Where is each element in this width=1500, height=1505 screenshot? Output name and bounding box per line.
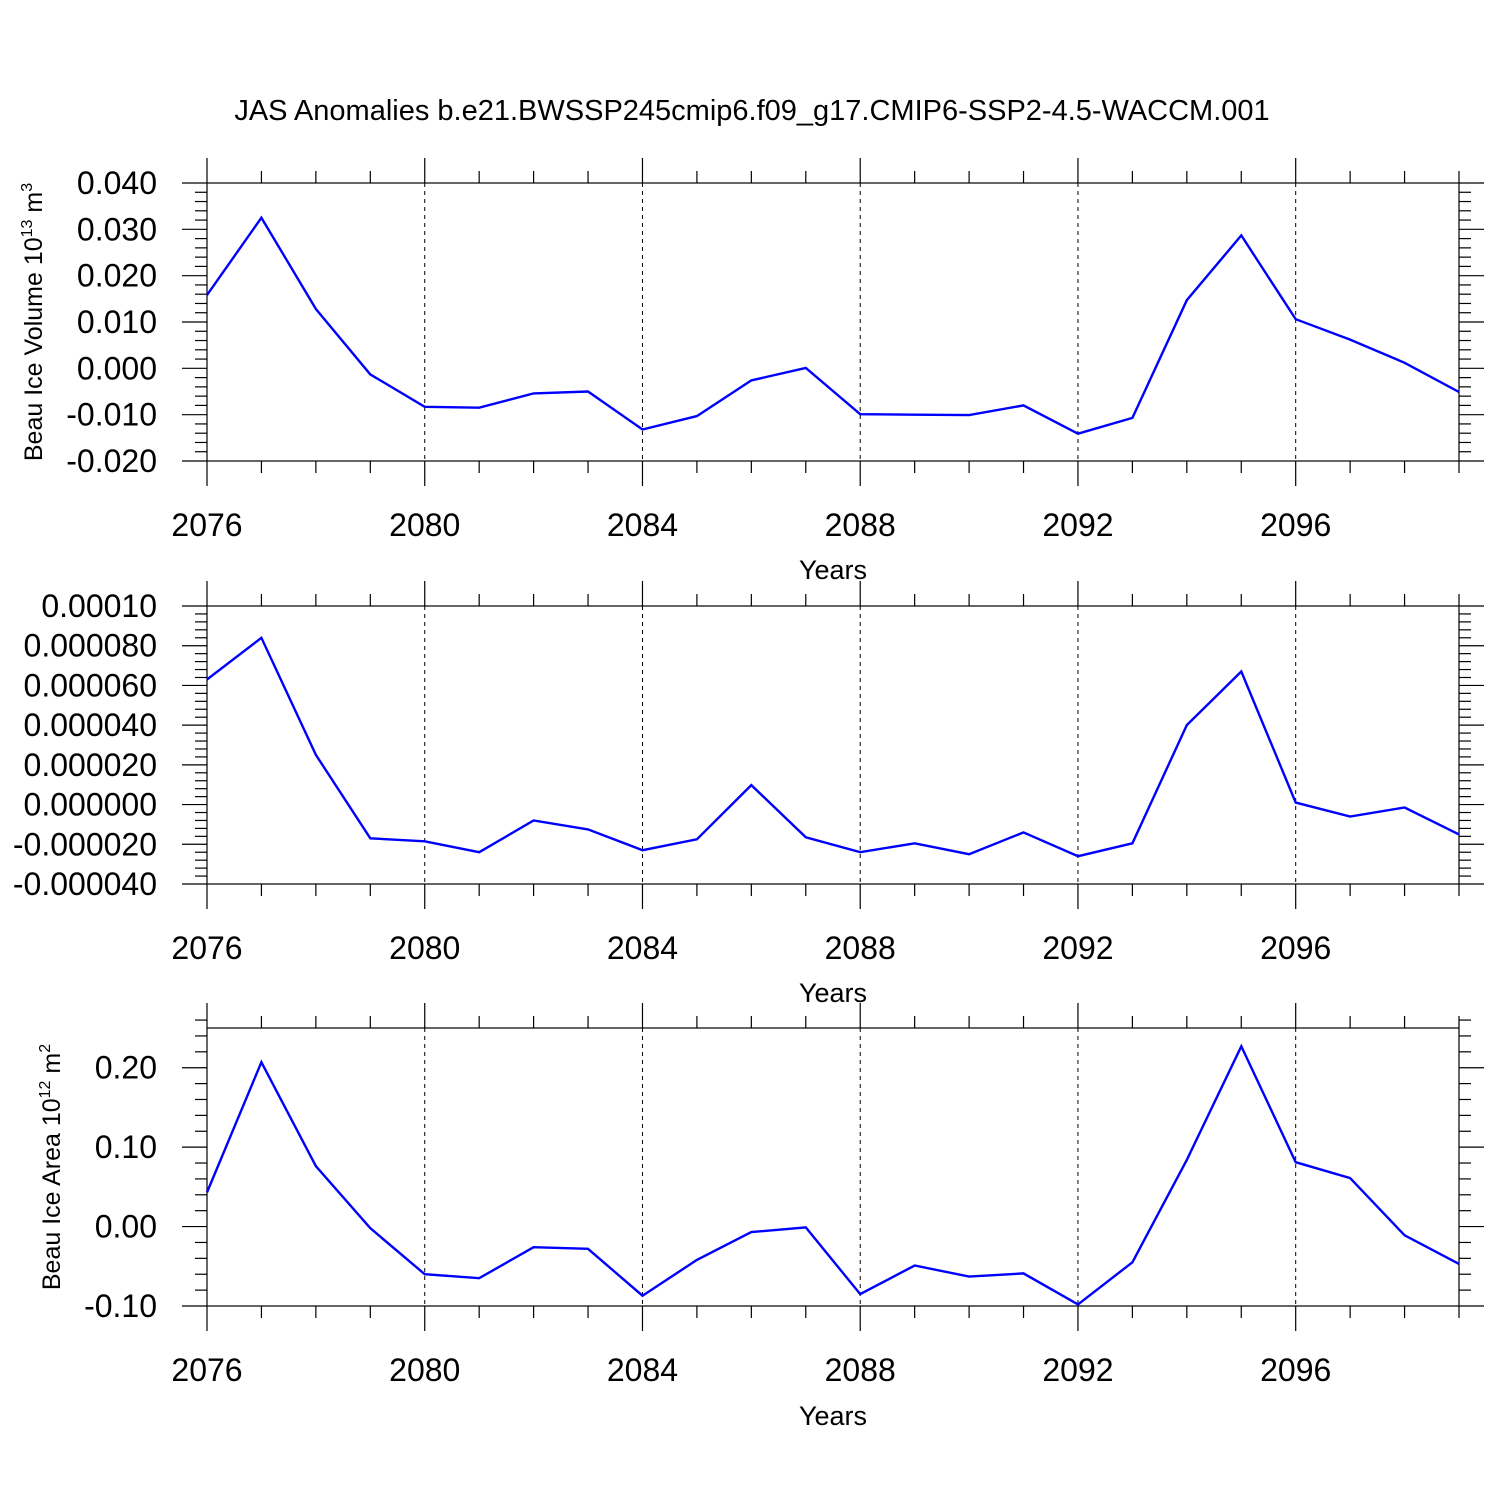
y-axis-label-unit-exponent: 2 (37, 1044, 54, 1053)
x-tick-label: 2096 (1260, 507, 1331, 543)
panel-2: 2076 2080 2084 2088 2092 2096 -0.000040 -0.0000… (13, 581, 1484, 1008)
y-tick-label: 0.000000 (24, 787, 157, 823)
y-axis-label-unit-exponent: 3 (19, 183, 36, 192)
y-tick-label: 0.010 (77, 304, 157, 340)
panel-1: 2076 2080 2084 2088 2092 2096 -0.020 -0.010 0.00… (19, 158, 1484, 585)
x-tick-label: 2092 (1042, 930, 1113, 966)
series-line (206, 215, 1460, 435)
y-tick-label: 0.000080 (24, 628, 157, 664)
y-axis-label: Beau Ice Volume 1013 m3 (19, 183, 48, 461)
y-tick-label: -0.020 (66, 443, 157, 479)
y-tick-label: 0.20 (95, 1050, 157, 1086)
y-axis-label-main: Beau Ice Area 10 (38, 1098, 66, 1290)
y-tick-label: 0.020 (77, 258, 157, 294)
y-tick-label: 0.030 (77, 211, 157, 247)
y-tick-label: -0.010 (66, 397, 157, 433)
y-tick-label: 0.000040 (24, 707, 157, 743)
y-axis-label: Beau Ice Area 1012 m2 (37, 1044, 66, 1290)
y-tick-label: 0.00010 (41, 588, 157, 624)
x-tick-label: 2096 (1260, 930, 1331, 966)
series-line (206, 635, 1460, 858)
x-tick-label: 2092 (1042, 507, 1113, 543)
x-axis-label: Years (799, 555, 867, 585)
panel-3: 2076 2080 2084 2088 2092 2096 -0.10 0.00 0.10 0.2… (37, 1003, 1484, 1431)
y-axis-label-main: Beau Ice Volume 10 (20, 237, 48, 461)
y-tick-label: 0.000 (77, 350, 157, 386)
y-axis-label-unit: m (38, 1053, 66, 1081)
x-axis-label: Years (799, 978, 867, 1008)
x-tick-label: 2076 (171, 930, 242, 966)
y-axis-label-unit: m (20, 192, 48, 220)
plot-frame (206, 182, 1460, 462)
series-line (205, 1043, 1460, 1306)
y-axis-label-exponent: 13 (19, 219, 36, 237)
plot-frame (206, 605, 1460, 885)
x-tick-label: 2076 (171, 507, 242, 543)
y-tick-label: 0.000060 (24, 667, 157, 703)
x-tick-label: 2084 (607, 1352, 678, 1388)
y-tick-label: -0.000040 (13, 866, 157, 902)
x-tick-label: 2084 (607, 930, 678, 966)
x-axis-label: Years (799, 1401, 867, 1431)
x-tick-label: 2088 (825, 507, 896, 543)
y-tick-label: 0.10 (95, 1129, 157, 1165)
x-tick-label: 2088 (825, 1352, 896, 1388)
figure-title: JAS Anomalies b.e21.BWSSP245cmip6.f09_g1… (234, 95, 1269, 127)
y-tick-label: 0.040 (77, 165, 157, 201)
y-tick-label: 0.00 (95, 1209, 157, 1245)
y-tick-label: 0.000020 (24, 747, 157, 783)
x-tick-label: 2080 (389, 930, 460, 966)
x-tick-label: 2088 (825, 930, 896, 966)
x-tick-label: 2084 (607, 507, 678, 543)
plot-frame (206, 1027, 1460, 1307)
x-tick-label: 2080 (389, 1352, 460, 1388)
x-tick-label: 2096 (1260, 1352, 1331, 1388)
x-tick-label: 2092 (1042, 1352, 1113, 1388)
x-tick-label: 2076 (171, 1352, 242, 1388)
x-tick-label: 2080 (389, 507, 460, 543)
y-tick-label: -0.10 (84, 1288, 157, 1324)
y-axis-label-exponent: 12 (37, 1080, 54, 1098)
y-tick-label: -0.000020 (13, 826, 157, 862)
